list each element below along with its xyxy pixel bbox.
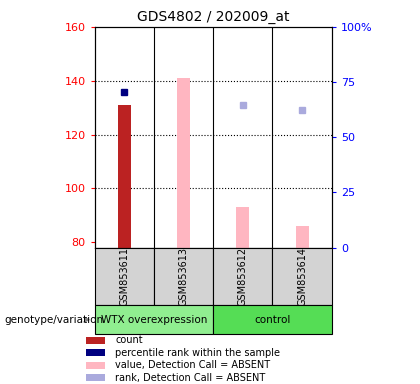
Text: value, Detection Call = ABSENT: value, Detection Call = ABSENT [115, 360, 270, 370]
Text: WTX overexpression: WTX overexpression [101, 314, 207, 325]
Bar [86, 374, 105, 381]
Text: control: control [254, 314, 291, 325]
Text: GSM853611: GSM853611 [119, 247, 129, 306]
Bar [94, 248, 154, 305]
Bar [213, 305, 332, 334]
Bar [177, 78, 190, 248]
Bar [118, 105, 131, 248]
Text: genotype/variation: genotype/variation [4, 314, 103, 325]
Bar [86, 362, 105, 369]
Text: GSM853613: GSM853613 [178, 247, 189, 306]
Bar [273, 248, 332, 305]
Text: GSM853614: GSM853614 [297, 247, 307, 306]
Text: rank, Detection Call = ABSENT: rank, Detection Call = ABSENT [115, 373, 265, 383]
Text: count: count [115, 335, 143, 345]
Title: GDS4802 / 202009_at: GDS4802 / 202009_at [137, 10, 289, 25]
Bar [236, 207, 249, 248]
Bar [94, 305, 213, 334]
Bar [86, 337, 105, 344]
Text: percentile rank within the sample: percentile rank within the sample [115, 348, 280, 358]
Bar [296, 226, 309, 248]
Text: GSM853612: GSM853612 [238, 247, 248, 306]
Bar [154, 248, 213, 305]
Bar [213, 248, 273, 305]
Bar [86, 349, 105, 356]
